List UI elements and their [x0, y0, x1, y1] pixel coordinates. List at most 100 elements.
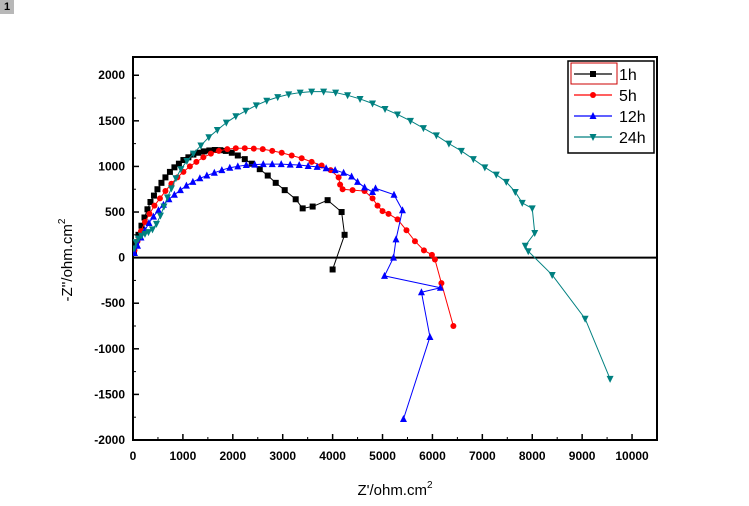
data-point-5h [224, 146, 231, 153]
data-point-5h [141, 219, 148, 226]
data-point-24h [232, 113, 240, 121]
data-point-1h [248, 160, 255, 167]
data-point-24h [481, 164, 489, 172]
legend-selection-highlight [570, 62, 618, 85]
y-axis-title-sup: 2 [57, 218, 68, 224]
data-point-24h [381, 105, 389, 113]
data-point-1h [144, 206, 151, 213]
y-tick-label: -2000 [94, 433, 125, 447]
data-point-5h [428, 251, 435, 258]
data-point-24h [457, 147, 465, 155]
data-point-12h [348, 172, 356, 180]
data-point-1h [241, 156, 248, 163]
legend-item-12h[interactable]: 12h [574, 109, 646, 126]
data-point-1h [341, 231, 348, 238]
data-point-24h [156, 212, 164, 220]
data-point-1h [264, 172, 271, 179]
data-point-1h [158, 179, 165, 186]
data-point-5h [349, 187, 356, 194]
data-point-24h [137, 232, 145, 240]
data-point-12h [251, 160, 259, 168]
data-point-5h [232, 145, 239, 152]
data-point-1h [200, 148, 207, 155]
data-point-1h [329, 266, 336, 273]
y-tick-label: -500 [101, 296, 125, 310]
legend-label: 5h [619, 88, 637, 105]
data-point-1h [211, 147, 218, 154]
y-tick-label: 2000 [98, 68, 125, 82]
data-point-5h [151, 202, 158, 209]
data-point-5h [339, 186, 346, 193]
data-point-1h [154, 186, 161, 193]
data-point-24h [356, 95, 364, 103]
legend-marker-square-icon [590, 71, 596, 77]
x-tick-label: 5000 [369, 449, 396, 463]
y-axis-title: -Z''/ohm.cm2 [57, 218, 76, 301]
data-point-24h [177, 166, 185, 174]
legend-label: 1h [619, 67, 637, 84]
legend-marker-triangle-down-icon [589, 134, 597, 141]
data-point-12h [398, 206, 406, 214]
data-point-1h [147, 198, 154, 205]
data-point-5h [186, 163, 193, 170]
data-point-1h [141, 214, 148, 221]
data-point-24h [141, 230, 149, 238]
data-point-1h [162, 174, 169, 181]
x-tick-label: 3000 [269, 449, 296, 463]
legend[interactable]: 1h 5h 12h 24h [567, 60, 655, 154]
data-point-12h [361, 183, 369, 191]
figure-number-badge: 1 [0, 0, 14, 14]
data-point-5h [241, 145, 248, 152]
data-point-5h [215, 147, 222, 154]
data-point-12h [436, 283, 444, 291]
legend-item-24h[interactable]: 24h [574, 130, 646, 147]
data-point-12h [392, 235, 400, 243]
data-point-24h [531, 229, 539, 237]
legend-label: 12h [619, 109, 646, 126]
data-point-5h [403, 227, 410, 234]
legend-item-1h[interactable]: 1h [574, 67, 637, 84]
data-point-12h [203, 171, 211, 179]
legend-item-5h[interactable]: 5h [574, 88, 637, 105]
x-tick-label: 4000 [319, 449, 346, 463]
data-point-1h [195, 149, 202, 156]
data-point-5h [420, 247, 427, 254]
x-tick-label: 1000 [170, 449, 197, 463]
data-point-12h [295, 161, 303, 169]
data-point-12h [154, 206, 162, 214]
data-point-24h [148, 226, 156, 234]
data-point-12h [372, 184, 380, 192]
data-point-1h [206, 147, 213, 154]
data-point-1h [185, 154, 192, 161]
data-point-12h [210, 168, 218, 176]
data-point-24h [263, 97, 271, 105]
data-point-12h [369, 187, 377, 195]
data-point-24h [521, 242, 529, 250]
data-point-1h [171, 164, 178, 171]
data-point-12h [331, 166, 339, 174]
x-axis-title-text: Z'/ohm.cm [357, 482, 427, 499]
data-point-5h [250, 145, 257, 152]
data-point-1h [166, 168, 173, 175]
data-point-1h [292, 196, 299, 203]
data-point-5h [335, 174, 342, 181]
x-tick-label: 0 [130, 449, 137, 463]
data-point-1h [338, 209, 345, 216]
data-point-24h [524, 248, 532, 256]
data-point-24h [144, 229, 152, 237]
data-point-24h [274, 94, 282, 102]
data-point-24h [152, 220, 160, 228]
data-point-24h [432, 132, 440, 140]
data-point-5h [259, 146, 266, 153]
x-tick-label: 2000 [219, 449, 246, 463]
data-point-12h [170, 190, 178, 198]
y-tick-label: 1000 [98, 159, 125, 173]
data-point-24h [528, 205, 536, 213]
data-point-1h [299, 205, 306, 212]
data-point-24h [167, 185, 175, 193]
data-point-24h [163, 194, 171, 202]
data-point-12h [426, 332, 434, 340]
data-point-5h [374, 202, 381, 209]
data-point-24h [213, 126, 221, 134]
data-point-24h [502, 178, 510, 186]
